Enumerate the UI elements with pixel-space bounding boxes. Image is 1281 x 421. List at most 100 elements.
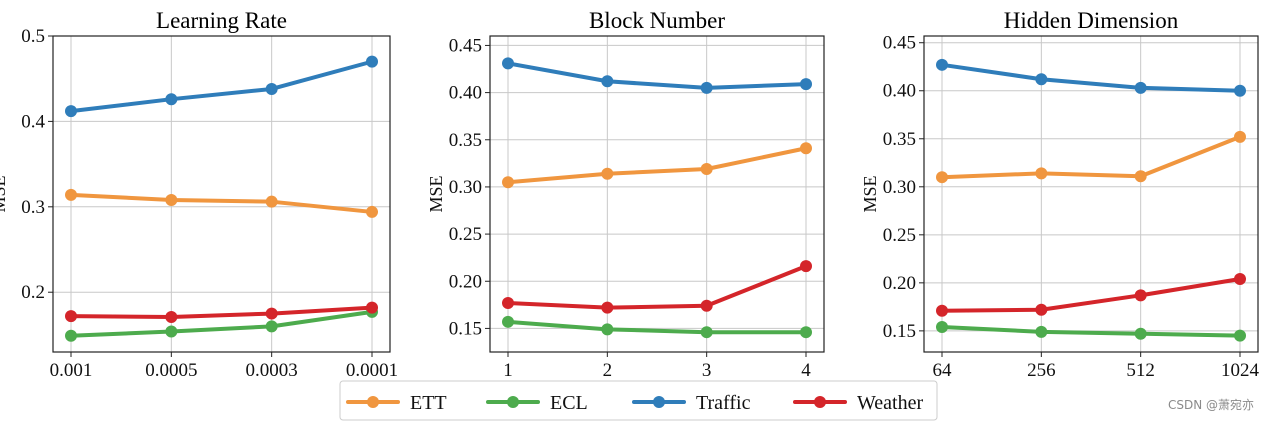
data-point-ett (936, 171, 948, 184)
series-weather (65, 301, 378, 323)
data-point-ett (800, 142, 812, 155)
data-point-traffic (700, 81, 713, 94)
data-point-ett (601, 167, 614, 180)
data-point-ett (700, 163, 713, 176)
series-line-ett (69, 192, 374, 214)
x-tick-label: 1024 (1221, 360, 1260, 381)
x-tick-label: 0.001 (50, 360, 93, 381)
y-tick-label: 0.35 (449, 130, 482, 151)
legend-marker (653, 396, 665, 408)
data-point-ecl (1134, 327, 1147, 340)
axes-frame (923, 35, 1259, 353)
data-point-ett (65, 188, 77, 201)
chart-panel-2: 1 2 3 4 0.15 0.20 0.25 0.30 0.35 0.40 0.45 Block Nu… (426, 8, 825, 381)
x-tick-label: 0.0001 (346, 360, 398, 381)
series-traffic (502, 57, 812, 94)
axes-frame (52, 35, 391, 353)
data-point-ecl (265, 320, 278, 333)
data-point-weather (265, 307, 278, 320)
y-tick-label: 0.2 (21, 282, 45, 303)
data-point-weather (366, 301, 378, 314)
data-point-traffic (165, 93, 178, 106)
y-axis-label: MSE (860, 175, 880, 212)
series-line-weather (69, 305, 374, 319)
series-ett (502, 142, 812, 189)
y-axis-label: MSE (0, 175, 9, 212)
y-tick-label: 0.15 (883, 321, 916, 342)
y-tick-label: 0.20 (883, 273, 916, 294)
y-tick-label: 0.25 (883, 225, 916, 246)
legend-marker (367, 396, 379, 408)
data-point-traffic (601, 75, 614, 88)
data-point-ecl (936, 321, 948, 334)
data-point-weather (165, 310, 178, 323)
chart-panel-1: 0.001 0.0005 0.0003 0.0001 0.2 0.3 0.4 0.5 Learn… (0, 8, 398, 381)
legend-item-traffic: Traffic (632, 392, 751, 414)
data-point-ett (1035, 167, 1048, 180)
data-point-weather (1234, 273, 1246, 286)
series-weather (936, 273, 1246, 317)
legend-marker (507, 396, 519, 408)
x-tick-label: 2 (603, 360, 613, 381)
data-point-traffic (1234, 84, 1246, 97)
y-axis-label: MSE (426, 175, 446, 212)
data-point-weather (502, 296, 514, 309)
x-tick-label: 512 (1126, 360, 1155, 381)
data-point-traffic (502, 57, 514, 70)
series-line-ecl (940, 325, 1242, 338)
legend-label: ETT (410, 392, 447, 414)
x-tick-label: 64 (933, 360, 953, 381)
y-tick-label: 0.40 (883, 81, 916, 102)
chart-title: Block Number (589, 8, 725, 33)
y-tick-label: 0.4 (21, 111, 45, 132)
data-point-ecl (1234, 329, 1246, 342)
y-tick-label: 0.35 (883, 129, 916, 150)
data-point-ecl (502, 315, 514, 328)
series-line-ett (506, 146, 808, 185)
y-tick-label: 0.20 (449, 271, 482, 292)
legend-marker (814, 396, 826, 408)
data-point-ecl (165, 325, 178, 338)
chart-title: Hidden Dimension (1004, 8, 1179, 33)
x-tick-label: 0.0005 (145, 360, 197, 381)
data-point-ett (165, 193, 178, 206)
y-tick-label: 0.30 (449, 177, 482, 198)
y-tick-label: 0.30 (883, 177, 916, 198)
data-point-ecl (800, 326, 812, 339)
series-ecl (936, 321, 1246, 342)
y-tick-label: 0.25 (449, 224, 482, 245)
series-ett (936, 130, 1246, 184)
legend-item-ett: ETT (346, 392, 447, 414)
legend-item-ecl: ECL (486, 392, 588, 414)
data-point-weather (1134, 289, 1147, 302)
y-tick-label: 0.3 (21, 197, 45, 218)
data-point-weather (65, 310, 77, 323)
chart-title: Learning Rate (156, 8, 287, 33)
x-tick-label: 4 (801, 360, 811, 381)
data-point-traffic (936, 58, 948, 71)
series-line-weather (506, 264, 808, 310)
data-point-traffic (800, 78, 812, 91)
data-point-traffic (65, 105, 77, 118)
y-tick-label: 0.45 (449, 35, 482, 56)
legend-item-weather: Weather (793, 392, 923, 414)
data-point-ecl (700, 326, 713, 339)
data-point-traffic (265, 82, 278, 95)
x-tick-label: 256 (1027, 360, 1056, 381)
series-ecl (502, 315, 812, 339)
x-tick-label: 3 (702, 360, 712, 381)
data-point-weather (1035, 303, 1048, 316)
series-line-ett (940, 134, 1242, 180)
series-line-traffic (69, 59, 374, 114)
data-point-ett (265, 195, 278, 208)
series-line-ecl (506, 319, 808, 335)
data-point-traffic (1134, 81, 1147, 94)
watermark: CSDN @萧宛亦 (1168, 397, 1254, 412)
data-point-ett (502, 176, 514, 189)
series-weather (502, 260, 812, 314)
series-ett (65, 188, 378, 218)
data-point-weather (800, 260, 812, 273)
data-point-weather (936, 304, 948, 317)
data-point-ett (1234, 130, 1246, 143)
legend: ETT ECL Traffic Weather (339, 380, 938, 421)
